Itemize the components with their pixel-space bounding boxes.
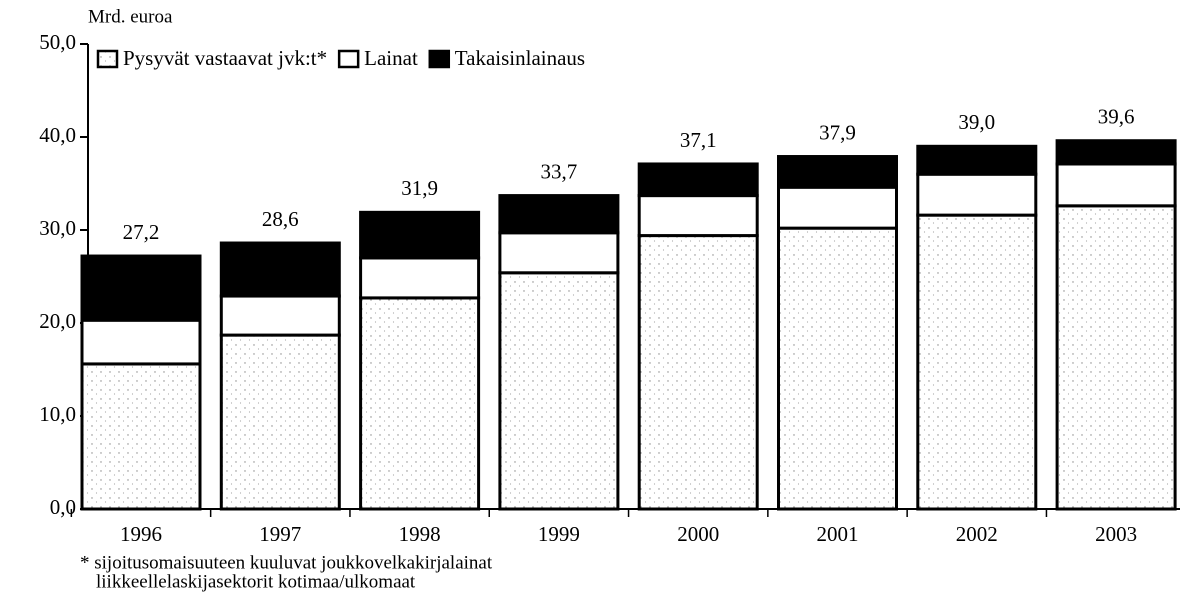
bar-segment xyxy=(498,231,620,275)
x-tick-label: 2000 xyxy=(677,522,719,546)
bar-segment xyxy=(498,194,620,235)
bar-segment xyxy=(1055,139,1177,166)
x-tick-label: 2003 xyxy=(1095,522,1137,546)
bar-segment xyxy=(637,162,759,198)
bar-segment xyxy=(219,241,341,298)
y-axis-label: Mrd. euroa xyxy=(88,6,173,27)
bar-segment xyxy=(359,256,481,300)
y-tick-label: 50,0 xyxy=(39,30,76,54)
bar-segment xyxy=(1055,162,1177,208)
bar-segment xyxy=(80,318,202,366)
bar-segment xyxy=(637,194,759,238)
y-tick-label: 30,0 xyxy=(39,216,76,240)
x-tick-label: 2001 xyxy=(817,522,859,546)
x-tick-label: 1999 xyxy=(538,522,580,546)
x-tick-label: 1998 xyxy=(399,522,441,546)
bar-segment xyxy=(219,333,341,511)
total-label: 27,2 xyxy=(123,220,160,244)
total-label: 31,9 xyxy=(401,176,438,200)
total-label: 37,1 xyxy=(680,128,717,152)
y-tick-label: 20,0 xyxy=(39,309,76,333)
bar-segment xyxy=(80,254,202,322)
y-tick-label: 40,0 xyxy=(39,123,76,147)
bar-segment xyxy=(777,226,898,511)
total-label: 33,7 xyxy=(541,159,578,183)
bar-segment xyxy=(637,234,759,511)
y-tick-label: 10,0 xyxy=(39,402,76,426)
total-label: 39,6 xyxy=(1098,105,1135,129)
total-label: 39,0 xyxy=(958,110,995,134)
total-label: 37,9 xyxy=(819,120,856,144)
bar-segment xyxy=(916,213,1038,511)
bar-segment xyxy=(916,144,1038,176)
legend-label: Lainat xyxy=(364,46,418,70)
total-label: 28,6 xyxy=(262,207,299,231)
bar-segment xyxy=(777,155,898,189)
bar-segment xyxy=(219,294,341,337)
bar-segment xyxy=(1055,204,1177,511)
x-tick-label: 1996 xyxy=(120,522,162,546)
legend-label: Pysyvät vastaavat jvk:t* xyxy=(123,46,327,70)
bar-segment xyxy=(498,271,620,511)
legend-swatch xyxy=(337,49,360,69)
legend-label: Takaisinlainaus xyxy=(455,46,585,70)
footnote: liikkeellelaskijasektorit kotimaa/ulkoma… xyxy=(96,571,416,592)
bar-segment xyxy=(777,185,898,230)
x-tick-label: 1997 xyxy=(259,522,301,546)
x-tick-label: 2002 xyxy=(956,522,998,546)
legend-swatch xyxy=(428,49,451,69)
bar-segment xyxy=(359,210,481,260)
footnote: * sijoitusomaisuuteen kuuluvat joukkovel… xyxy=(80,552,493,573)
bar-segment xyxy=(916,172,1038,217)
bar-segment xyxy=(80,362,202,511)
bar-segment xyxy=(359,296,481,511)
legend-swatch xyxy=(96,49,119,69)
